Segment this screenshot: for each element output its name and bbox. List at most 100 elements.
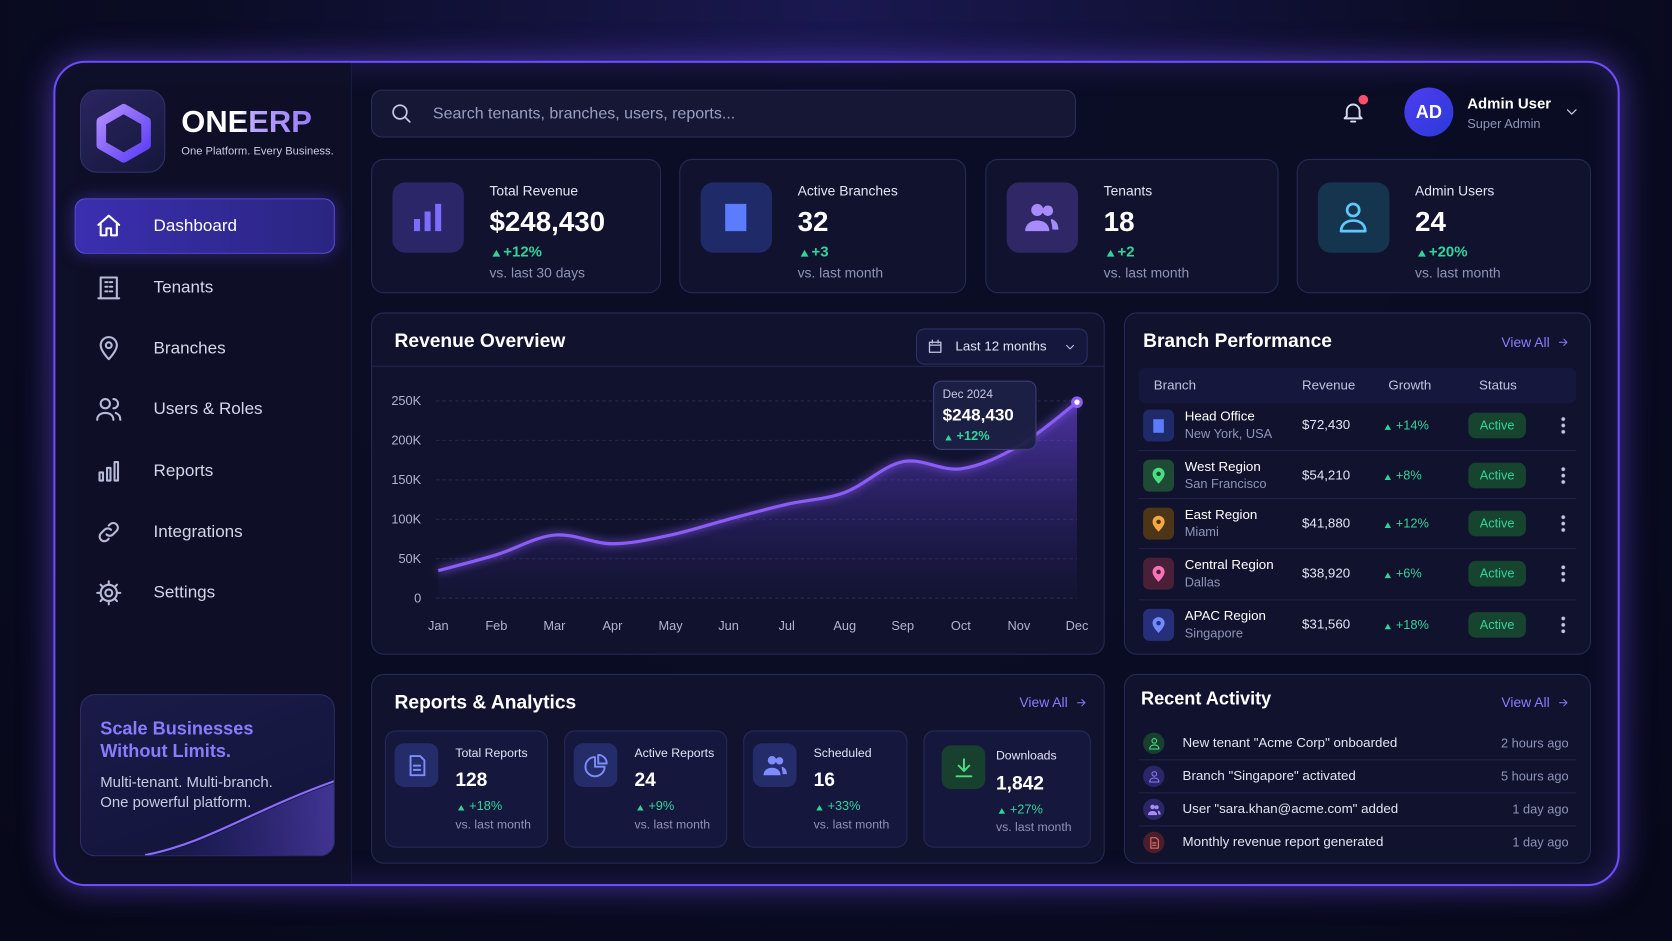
branch-location: Dallas bbox=[1184, 574, 1221, 590]
up-arrow bbox=[1384, 521, 1391, 528]
activity-text: Branch "Singapore" activated bbox=[1182, 768, 1356, 784]
row-menu[interactable] bbox=[1556, 615, 1570, 635]
kpi-period: vs. last month bbox=[797, 264, 884, 281]
status-pill bbox=[1468, 462, 1526, 489]
row-menu[interactable] bbox=[1556, 465, 1570, 486]
branch-name: East Region bbox=[1184, 507, 1258, 522]
kpi-period: vs. last month bbox=[1103, 264, 1190, 281]
nav-item[interactable]: Branches bbox=[153, 339, 226, 358]
report-label: Scheduled bbox=[813, 747, 872, 761]
activity-time: 1 day ago bbox=[1512, 834, 1569, 850]
nav-icon bbox=[97, 214, 121, 237]
kpi-label: Active Branches bbox=[797, 182, 898, 199]
nav-icon bbox=[98, 521, 119, 543]
branch-icon bbox=[1151, 467, 1165, 484]
panel-title: Branch Performance bbox=[1143, 329, 1332, 352]
branch-location: San Francisco bbox=[1184, 476, 1267, 492]
up-arrow bbox=[1384, 571, 1391, 578]
branch-location: Singapore bbox=[1184, 625, 1244, 641]
kpi-icon bbox=[1339, 202, 1367, 233]
report-icon bbox=[762, 755, 787, 775]
kpi-label: Tenants bbox=[1103, 182, 1153, 199]
kpi-value: $248,430 bbox=[489, 205, 606, 238]
x-tick-label: Jan bbox=[428, 618, 449, 633]
kpi-value: 18 bbox=[1103, 205, 1135, 238]
view-all-arrow[interactable] bbox=[1557, 696, 1570, 709]
nav-item[interactable]: Integrations bbox=[153, 522, 243, 542]
activity-icon-bg bbox=[1143, 732, 1165, 754]
up-arrow bbox=[1106, 249, 1114, 257]
column-header: Branch bbox=[1153, 378, 1197, 393]
user-menu[interactable] bbox=[1563, 103, 1580, 120]
report-value: 24 bbox=[634, 769, 656, 791]
row-menu[interactable] bbox=[1556, 415, 1570, 436]
nav-item[interactable]: Tenants bbox=[153, 278, 214, 297]
kpi-change: +2 bbox=[1117, 242, 1135, 260]
tooltip-date: Dec 2024 bbox=[942, 388, 993, 402]
search-input[interactable]: Search tenants, branches, users, reports… bbox=[432, 104, 736, 123]
report-period: vs. last month bbox=[455, 819, 531, 832]
kpi-change: +12% bbox=[503, 242, 542, 260]
activity-icon bbox=[1147, 804, 1161, 815]
branch-name: APAC Region bbox=[1184, 608, 1266, 624]
up-arrow bbox=[944, 434, 952, 440]
view-all[interactable]: View All bbox=[1019, 694, 1068, 711]
report-icon-box bbox=[573, 743, 618, 787]
up-arrow bbox=[491, 249, 500, 257]
activity-icon bbox=[1148, 737, 1159, 749]
kpi-change: +3 bbox=[811, 242, 829, 260]
promo-text: Multi-tenant. Multi-branch. One powerful… bbox=[100, 773, 273, 811]
row-menu[interactable] bbox=[1556, 564, 1570, 584]
x-tick-label: Apr bbox=[603, 618, 624, 633]
nav-item[interactable]: Settings bbox=[153, 583, 216, 602]
x-tick-label: Nov bbox=[1008, 618, 1031, 633]
activity-text: New tenant "Acme Corp" onboarded bbox=[1182, 735, 1398, 751]
user-name[interactable]: Admin User bbox=[1467, 94, 1552, 112]
branch-name: Head Office bbox=[1184, 408, 1255, 424]
row-divider bbox=[1138, 759, 1577, 761]
row-divider bbox=[1138, 497, 1577, 500]
y-tick-label: 100K bbox=[391, 512, 421, 527]
dropdown-chevron[interactable] bbox=[1063, 340, 1077, 354]
view-all-arrow[interactable] bbox=[1557, 336, 1570, 349]
report-label: Active Reports bbox=[634, 747, 715, 761]
nav-item[interactable]: Reports bbox=[153, 462, 214, 481]
nav-item[interactable]: Users & Roles bbox=[153, 400, 263, 419]
view-all[interactable]: View All bbox=[1501, 333, 1550, 350]
tooltip-value: $248,430 bbox=[942, 406, 1014, 425]
range-label[interactable]: Last 12 months bbox=[955, 338, 1047, 354]
view-all[interactable]: View All bbox=[1501, 694, 1550, 711]
report-icon-box bbox=[752, 743, 797, 787]
kpi-icon bbox=[414, 203, 442, 232]
report-icon bbox=[409, 754, 425, 776]
x-tick-label: Aug bbox=[833, 618, 856, 633]
x-tick-label: Jun bbox=[718, 618, 739, 633]
view-all-arrow[interactable] bbox=[1075, 696, 1088, 709]
up-arrow bbox=[998, 807, 1005, 814]
x-tick-label: Jul bbox=[778, 618, 794, 633]
promo-title: Scale Businesses Without Limits. bbox=[100, 718, 254, 762]
range-dropdown bbox=[915, 328, 1088, 365]
up-arrow bbox=[815, 804, 823, 811]
row-divider bbox=[1138, 599, 1577, 601]
x-tick-label: Feb bbox=[485, 618, 507, 633]
y-tick-label: 250K bbox=[391, 393, 421, 408]
logo-box bbox=[79, 89, 166, 173]
nav-item[interactable]: Dashboard bbox=[153, 216, 238, 236]
x-tick-label: Sep bbox=[891, 618, 914, 633]
bell[interactable] bbox=[1340, 99, 1366, 125]
y-tick-label: 200K bbox=[391, 433, 421, 448]
panel-title: Recent Activity bbox=[1140, 688, 1272, 709]
user-role: Super Admin bbox=[1467, 116, 1541, 131]
x-tick-label: Mar bbox=[543, 618, 566, 633]
divider bbox=[372, 365, 1104, 367]
branch-icon bbox=[1151, 616, 1165, 633]
column-header: Status bbox=[1478, 378, 1517, 393]
up-arrow bbox=[1417, 249, 1426, 257]
activity-icon-bg bbox=[1143, 765, 1165, 787]
branch-icon bbox=[1151, 565, 1165, 582]
branch-growth: +18% bbox=[1395, 617, 1429, 633]
row-menu[interactable] bbox=[1556, 513, 1570, 534]
row-divider bbox=[1138, 548, 1577, 550]
report-value: 1,842 bbox=[995, 772, 1044, 794]
